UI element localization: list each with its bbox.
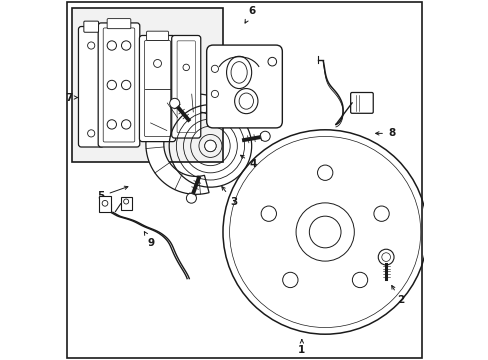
Text: 7: 7 [65, 93, 78, 103]
Circle shape [169, 98, 180, 108]
Text: 3: 3 [222, 186, 237, 207]
Text: 8: 8 [375, 129, 394, 138]
Circle shape [204, 140, 216, 152]
Text: 1: 1 [298, 339, 305, 355]
FancyBboxPatch shape [139, 36, 175, 141]
Circle shape [186, 193, 196, 203]
Text: 2: 2 [391, 285, 403, 305]
Bar [121, 197, 131, 211]
Text: 9: 9 [144, 232, 155, 248]
Text: 6: 6 [244, 6, 255, 23]
FancyBboxPatch shape [103, 28, 135, 142]
FancyBboxPatch shape [107, 19, 131, 29]
FancyBboxPatch shape [171, 36, 201, 138]
Circle shape [309, 216, 340, 248]
Bar [99, 196, 110, 212]
FancyBboxPatch shape [146, 31, 168, 41]
Text: 5: 5 [97, 186, 128, 201]
Circle shape [260, 131, 270, 141]
FancyBboxPatch shape [78, 27, 104, 147]
FancyBboxPatch shape [350, 93, 372, 113]
FancyBboxPatch shape [98, 23, 140, 147]
FancyBboxPatch shape [177, 41, 195, 133]
FancyBboxPatch shape [83, 21, 99, 32]
FancyBboxPatch shape [144, 41, 170, 136]
Text: 4: 4 [240, 155, 257, 169]
FancyBboxPatch shape [206, 45, 282, 128]
Polygon shape [145, 94, 224, 194]
Bar [72, 8, 223, 162]
